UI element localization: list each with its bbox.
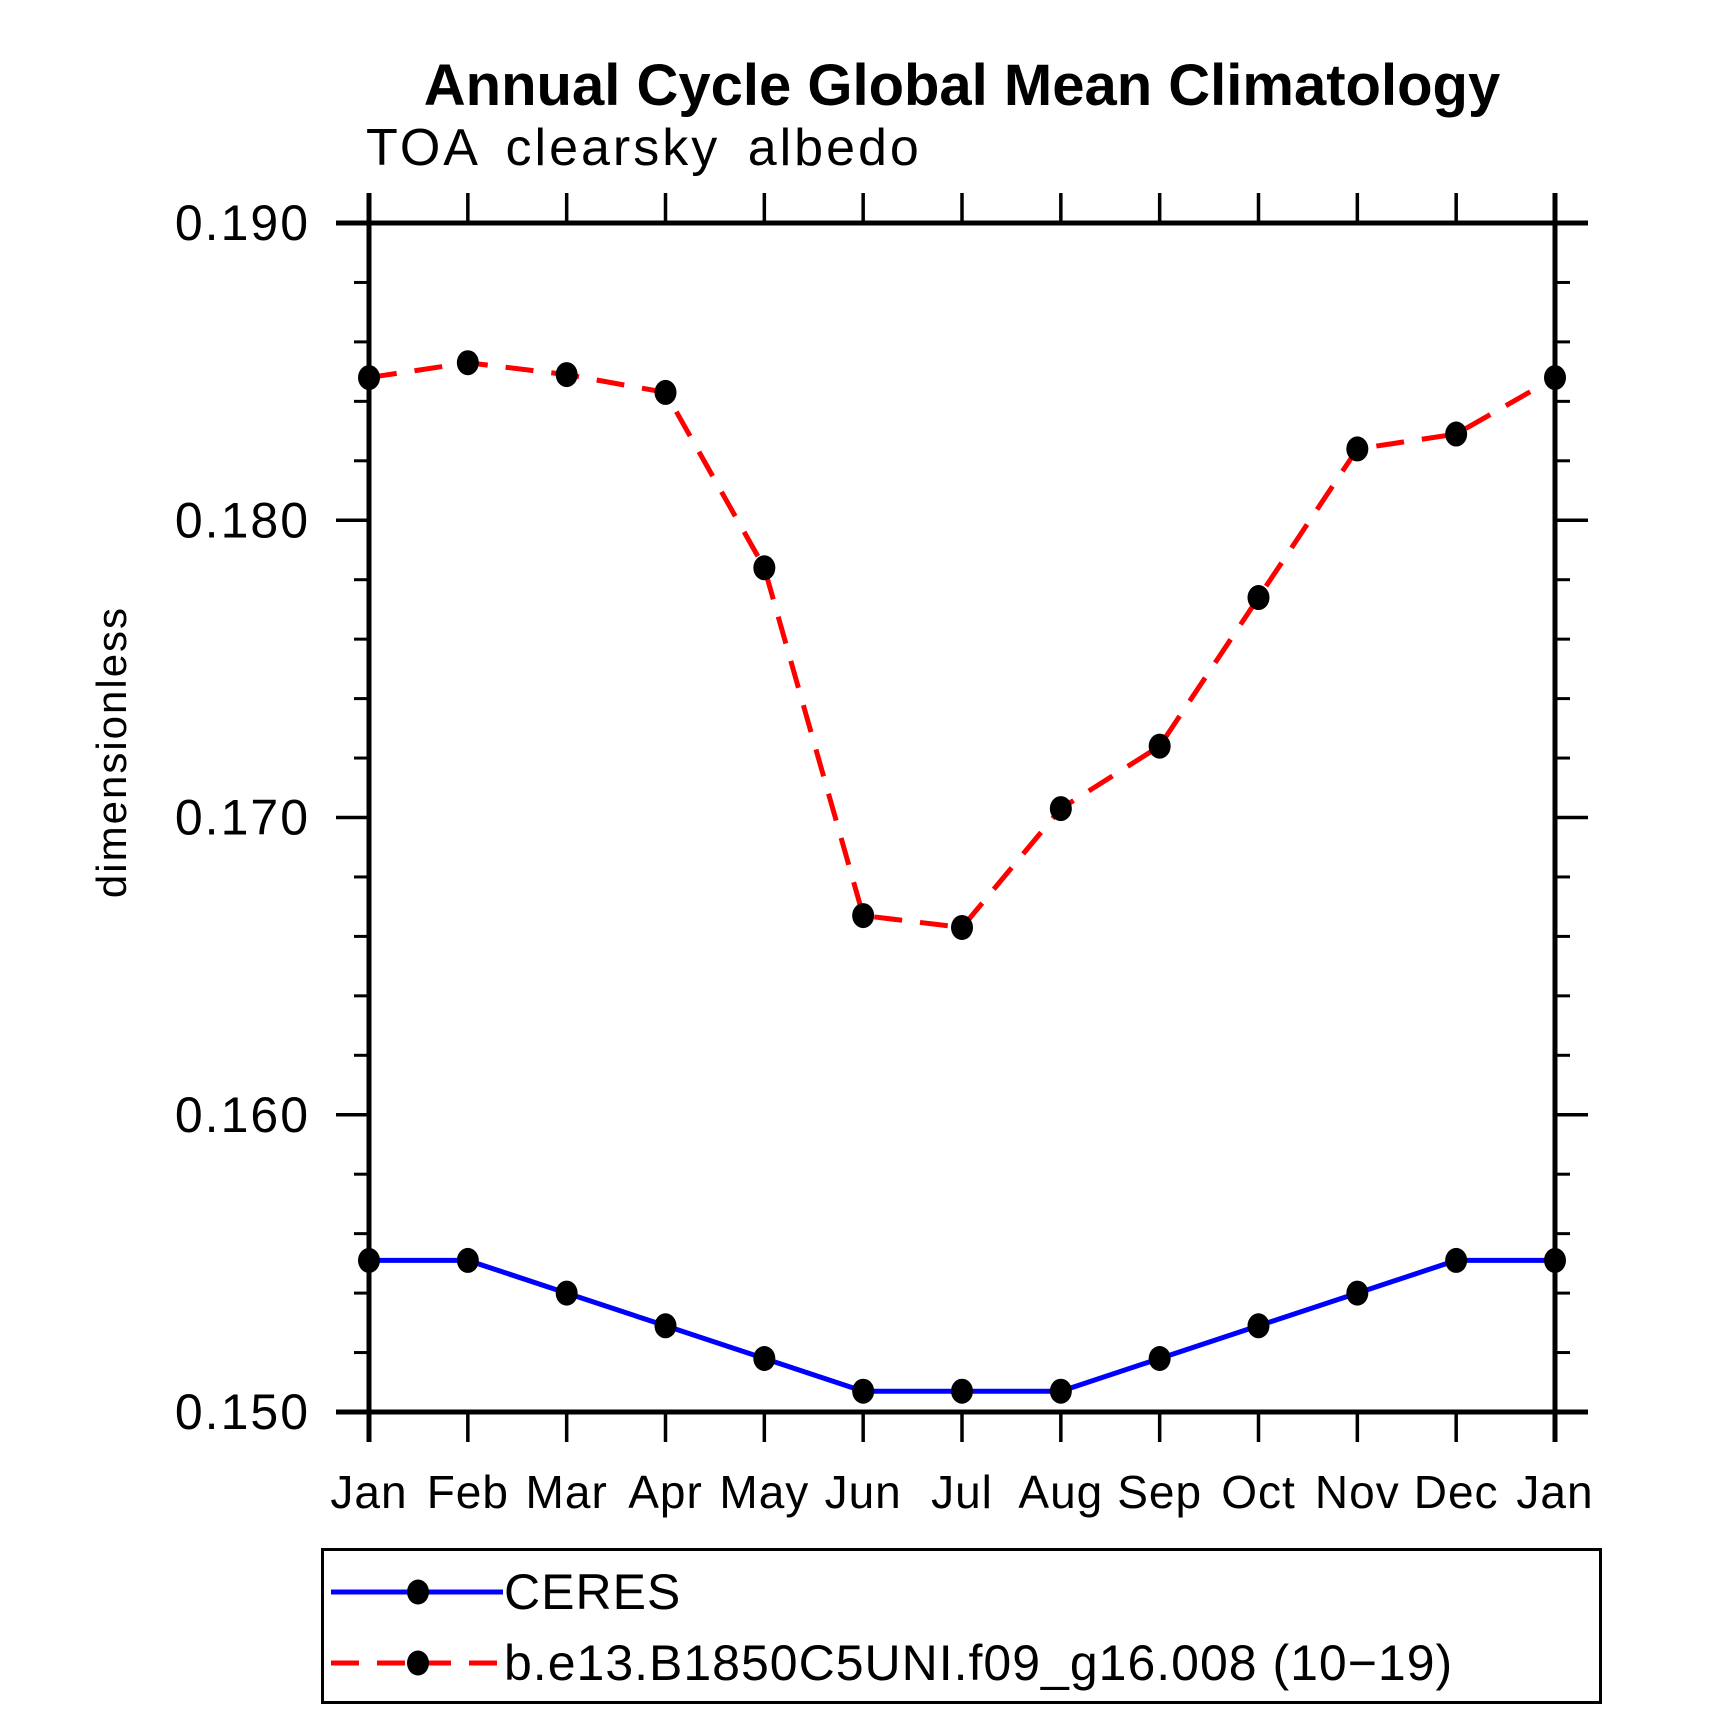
series-marker-ceres: [555, 1280, 578, 1306]
series-marker-ceres: [456, 1247, 479, 1273]
legend-marker-ceres: [407, 1579, 429, 1605]
series-marker-model: [1346, 436, 1369, 462]
y-tick-label: 0.180: [175, 492, 310, 548]
x-tick-label: Sep: [1117, 1466, 1202, 1518]
x-tick-label: Oct: [1221, 1466, 1296, 1518]
series-marker-model: [1445, 421, 1468, 447]
series-marker-ceres: [951, 1378, 973, 1404]
x-tick-label: Aug: [1018, 1466, 1103, 1518]
y-tick-label: 0.160: [175, 1087, 310, 1143]
x-tick-label: Jun: [825, 1466, 902, 1518]
series-marker-model: [1148, 733, 1171, 759]
chart-subtitle: TOA clearsky albedo: [366, 119, 922, 177]
series-marker-ceres: [1148, 1345, 1171, 1371]
series-marker-model: [852, 903, 875, 929]
series-marker-ceres: [358, 1247, 380, 1273]
series-line-model: [368, 360, 1557, 931]
series-marker-ceres: [1247, 1313, 1270, 1339]
series-marker-model: [456, 350, 479, 376]
x-tick-label: Jan: [1516, 1466, 1593, 1518]
series-marker-model: [654, 379, 677, 405]
y-tick-label: 0.170: [175, 790, 310, 846]
x-tick-label: May: [719, 1466, 809, 1518]
series-marker-ceres: [753, 1345, 776, 1371]
legend-label-ceres: CERES: [504, 1564, 682, 1620]
x-tick-label: Mar: [526, 1466, 608, 1518]
series-marker-ceres: [1049, 1378, 1072, 1404]
series-marker-model: [1247, 585, 1270, 611]
series-marker-ceres: [852, 1378, 875, 1404]
chart-title: Annual Cycle Global Mean Climatology: [423, 53, 1501, 118]
series-marker-model: [951, 914, 973, 940]
legend-sample-model: [331, 1650, 503, 1676]
series-marker-ceres: [654, 1313, 677, 1339]
series-marker-model: [555, 362, 578, 388]
series-marker-model: [1544, 365, 1566, 391]
legend-label-model: b.e13.B1850C5UNI.f09_g16.008 (10−19): [504, 1635, 1454, 1691]
legend-marker-model: [407, 1650, 429, 1676]
series-line-ceres: [369, 1257, 1555, 1394]
x-tick-label: Jan: [330, 1466, 407, 1518]
series-marker-ceres: [1445, 1247, 1468, 1273]
x-tick-label: Apr: [628, 1466, 703, 1518]
series-marker-model: [1049, 796, 1072, 822]
legend-box: CERES b.e13.B1850C5UNI.f09_g16.008 (10−1…: [321, 1548, 1602, 1704]
series-marker-ceres: [1544, 1247, 1566, 1273]
series-marker-model: [358, 365, 380, 391]
x-tick-label: Nov: [1315, 1466, 1400, 1518]
x-tick-label: Dec: [1414, 1466, 1499, 1518]
y-tick-label: 0.150: [175, 1384, 310, 1440]
y-tick-label: 0.190: [175, 195, 310, 251]
x-tick-label: Jul: [931, 1466, 993, 1518]
legend-sample-ceres: [331, 1579, 503, 1605]
series-marker-model: [753, 555, 776, 581]
x-tick-label: Feb: [427, 1466, 509, 1518]
series-marker-ceres: [1346, 1280, 1369, 1306]
